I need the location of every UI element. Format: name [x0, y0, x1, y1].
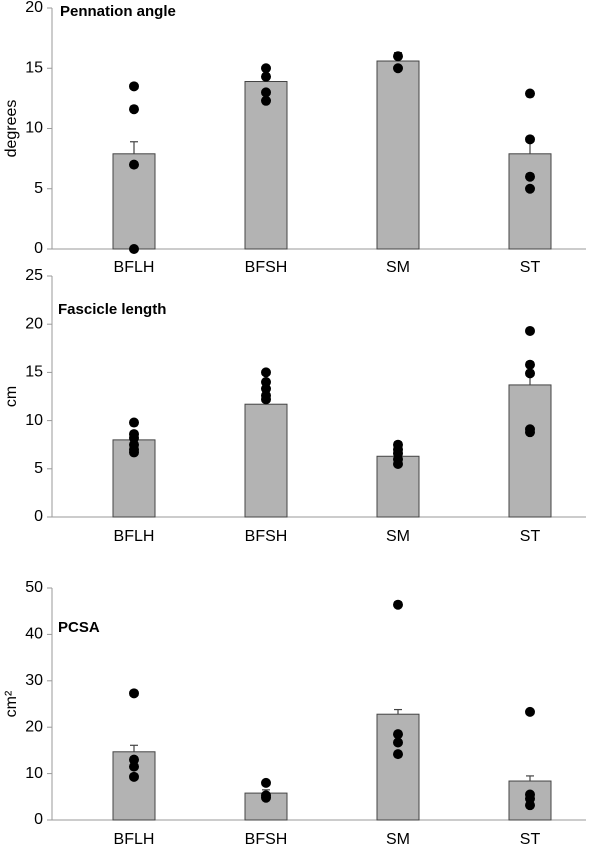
y-tick-label: 10 [25, 765, 43, 782]
x-tick-label: ST [520, 259, 541, 276]
data-point [393, 51, 403, 62]
y-tick-label: 20 [25, 315, 43, 332]
data-point [261, 87, 271, 98]
y-tick-label: 10 [25, 412, 43, 429]
data-point [261, 777, 271, 788]
data-point [129, 447, 139, 458]
x-tick-label: ST [520, 831, 541, 848]
data-point [393, 458, 403, 469]
data-point [525, 183, 535, 194]
data-point [129, 159, 139, 170]
x-tick-label: SM [386, 259, 410, 276]
x-tick-label: BFSH [245, 259, 288, 276]
x-tick-label: BFSH [245, 831, 288, 848]
y-tick-label: 50 [25, 579, 43, 596]
data-point [525, 134, 535, 145]
y-tick-label: 20 [25, 0, 43, 16]
data-point [525, 325, 535, 336]
data-point [129, 81, 139, 92]
data-point [261, 71, 271, 82]
data-point [129, 761, 139, 772]
y-tick-label: 30 [25, 672, 43, 689]
data-point [525, 368, 535, 379]
data-point [129, 754, 139, 765]
y-tick-label: 15 [25, 364, 43, 381]
chart-title: PCSA [58, 619, 100, 636]
data-point [393, 63, 403, 74]
x-tick-label: BFSH [245, 528, 288, 545]
bar [244, 81, 288, 250]
y-tick-label: 10 [25, 120, 43, 137]
y-tick-label: 5 [34, 460, 43, 477]
x-tick-label: SM [386, 831, 410, 848]
chart-title: Pennation angle [60, 3, 176, 20]
bar [244, 403, 288, 518]
chart-title: Fascicle length [58, 301, 166, 318]
data-point [393, 729, 403, 740]
data-point [261, 394, 271, 405]
y-tick-label: 0 [34, 240, 43, 257]
data-point [525, 427, 535, 438]
y-tick-label: 40 [25, 626, 43, 643]
y-axis-label: cm [3, 386, 20, 407]
y-tick-label: 0 [34, 508, 43, 525]
data-point [129, 688, 139, 699]
bar [376, 60, 420, 250]
data-point [129, 104, 139, 115]
data-point [525, 706, 535, 717]
bar [508, 153, 552, 250]
y-tick-label: 20 [25, 718, 43, 735]
data-point [525, 88, 535, 99]
y-axis-label: degrees [3, 100, 20, 158]
data-point [261, 792, 271, 803]
bar [376, 713, 420, 821]
y-axis-label: cm² [3, 690, 20, 717]
data-point [129, 417, 139, 428]
data-point [525, 800, 535, 811]
x-tick-label: BFLH [114, 259, 155, 276]
y-tick-label: 0 [34, 811, 43, 828]
x-tick-label: BFLH [114, 831, 155, 848]
y-tick-label: 15 [25, 59, 43, 76]
x-tick-label: SM [386, 528, 410, 545]
data-point [393, 737, 403, 748]
data-point [393, 599, 403, 610]
x-tick-label: BFLH [114, 528, 155, 545]
x-tick-label: ST [520, 528, 541, 545]
bar [508, 384, 552, 518]
data-point [393, 749, 403, 760]
data-point [261, 95, 271, 106]
data-point [525, 171, 535, 182]
y-tick-label: 5 [34, 180, 43, 197]
data-point [129, 771, 139, 782]
data-point [129, 244, 139, 254]
y-tick-label: 25 [25, 267, 43, 284]
data-point [261, 367, 271, 378]
data-point [525, 359, 535, 370]
data-point [261, 63, 271, 74]
